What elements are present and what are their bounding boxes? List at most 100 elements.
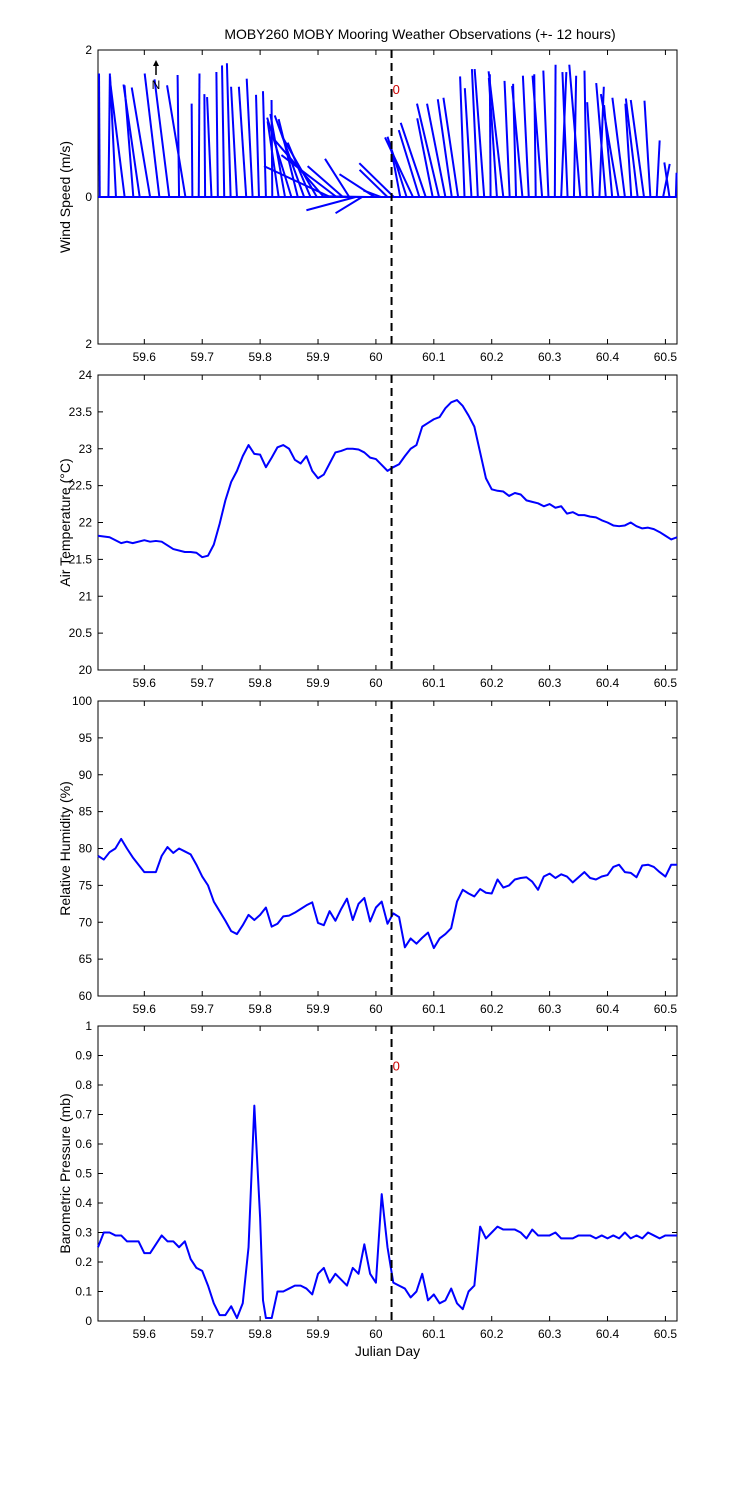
- wind-vector: [190, 103, 194, 198]
- x-tick-label: 59.6: [133, 676, 157, 690]
- wind-vector: [281, 136, 318, 198]
- x-tick-label: 59.9: [306, 1002, 330, 1016]
- cursor-marker-label: 0: [393, 1058, 400, 1073]
- y-tick-label: 0.8: [75, 1078, 92, 1092]
- x-tick-label: 60.4: [596, 676, 620, 690]
- y-tick-label: 2: [85, 337, 92, 351]
- x-tick-label: 59.6: [133, 1327, 157, 1341]
- wind-vector: [335, 196, 363, 215]
- wind-vector: [655, 140, 661, 198]
- x-tick-label: 60.1: [422, 676, 446, 690]
- y-axis-label: Relative Humidity (%): [57, 781, 73, 916]
- wind-vector: [263, 165, 331, 198]
- wind-vector: [595, 82, 607, 198]
- wind-vector: [255, 94, 260, 198]
- x-tick-label: 60.2: [480, 676, 504, 690]
- wind-vector: [561, 72, 569, 198]
- wind-vector: [583, 70, 588, 198]
- wind-vector: [153, 79, 171, 198]
- wind-vector: [358, 169, 389, 198]
- wind-vector: [324, 158, 351, 198]
- wind-vector: [358, 162, 395, 198]
- x-tick-label: 59.8: [248, 1327, 272, 1341]
- wind-vector: [521, 75, 530, 198]
- wind-vector: [245, 78, 254, 198]
- wind-vector: [436, 99, 453, 198]
- x-tick-label: 60: [369, 676, 383, 690]
- wind-vector: [277, 118, 299, 198]
- wind-vector: [553, 64, 557, 198]
- x-tick-label: 60.1: [422, 1002, 446, 1016]
- x-tick-label: 60.2: [480, 1002, 504, 1016]
- wind-vector: [442, 97, 460, 198]
- x-tick-label: 60.5: [654, 676, 678, 690]
- wind-vector: [416, 118, 434, 198]
- wind-vector: [206, 96, 213, 198]
- panel-wind: 59.6 59.7 59.8 59.9 60 60.1 60.2 60.3 60.4 60.5 2 0…: [57, 43, 678, 364]
- wind-vector: [306, 165, 344, 198]
- wind-vector: [487, 71, 505, 198]
- x-tick-label: 59.8: [248, 676, 272, 690]
- x-tick-label: 59.7: [191, 350, 215, 364]
- y-tick-label: 0.1: [75, 1285, 92, 1299]
- wind-vector: [624, 98, 639, 198]
- y-tick-label: 20.5: [69, 626, 93, 640]
- north-arrow-head: [153, 60, 159, 66]
- x-tick-label: 60.1: [422, 350, 446, 364]
- y-tick-label: 100: [72, 694, 92, 708]
- wind-vector: [225, 63, 232, 198]
- y-axis-label: Air Temperature (°C): [57, 458, 73, 586]
- y-tick-label: 70: [79, 915, 93, 929]
- y-tick-label: 21.5: [69, 552, 93, 566]
- wind-vector: [463, 88, 473, 198]
- y-tick-label: 0.6: [75, 1137, 92, 1151]
- x-tick-label: 60.4: [596, 1327, 620, 1341]
- wind-vector: [261, 91, 267, 198]
- x-tick-label: 59.6: [133, 1002, 157, 1016]
- y-tick-label: 90: [79, 768, 93, 782]
- y-tick-label: 95: [79, 731, 93, 745]
- north-label: N: [152, 78, 161, 92]
- series-line-air: [97, 399, 678, 559]
- wind-vector: [611, 97, 626, 198]
- wind-vector: [166, 85, 187, 198]
- wind-vector: [266, 121, 280, 198]
- panel-rh: 59.6 59.7 59.8 59.9 60 60.1 60.2 60.3 60.4 60.5 60…: [57, 694, 678, 1016]
- y-tick-label: 0.2: [75, 1255, 92, 1269]
- y-tick-label: 22: [79, 516, 93, 530]
- y-tick-label: 65: [79, 952, 93, 966]
- wind-vector: [130, 87, 152, 198]
- y-tick-label: 75: [79, 878, 93, 892]
- x-tick-label: 59.9: [306, 676, 330, 690]
- wind-vector: [108, 80, 126, 198]
- wind-vector: [98, 73, 101, 198]
- wind-vector: [266, 117, 293, 198]
- chart-title: MOBY260 MOBY Mooring Weather Observation…: [224, 26, 615, 42]
- wind-vector: [542, 70, 550, 198]
- x-tick-label: 59.8: [248, 1002, 272, 1016]
- wind-vector: [599, 93, 620, 198]
- wind-vector: [203, 94, 207, 198]
- wind-vector: [197, 73, 201, 198]
- x-tick-label: 60.3: [538, 676, 562, 690]
- y-tick-label: 2: [85, 43, 92, 57]
- y-tick-label: 21: [79, 589, 93, 603]
- cursor-marker-label: 0: [393, 82, 400, 97]
- wind-vector: [643, 100, 652, 198]
- y-tick-label: 85: [79, 805, 93, 819]
- x-tick-label: 60: [369, 350, 383, 364]
- wind-vector: [221, 65, 226, 198]
- x-tick-label: 59.6: [133, 350, 157, 364]
- x-tick-label: 60.3: [538, 350, 562, 364]
- wind-vector: [487, 77, 498, 198]
- wind-vector: [473, 69, 486, 198]
- y-tick-label: 23: [79, 442, 93, 456]
- y-tick-label: 24: [79, 368, 93, 382]
- plot-frame: [97, 374, 678, 671]
- wind-vector: [399, 122, 427, 198]
- wind-vector: [215, 72, 219, 198]
- x-tick-label: 60.5: [654, 1002, 678, 1016]
- y-tick-label: 22.5: [69, 479, 93, 493]
- x-tick-label: 59.7: [191, 676, 215, 690]
